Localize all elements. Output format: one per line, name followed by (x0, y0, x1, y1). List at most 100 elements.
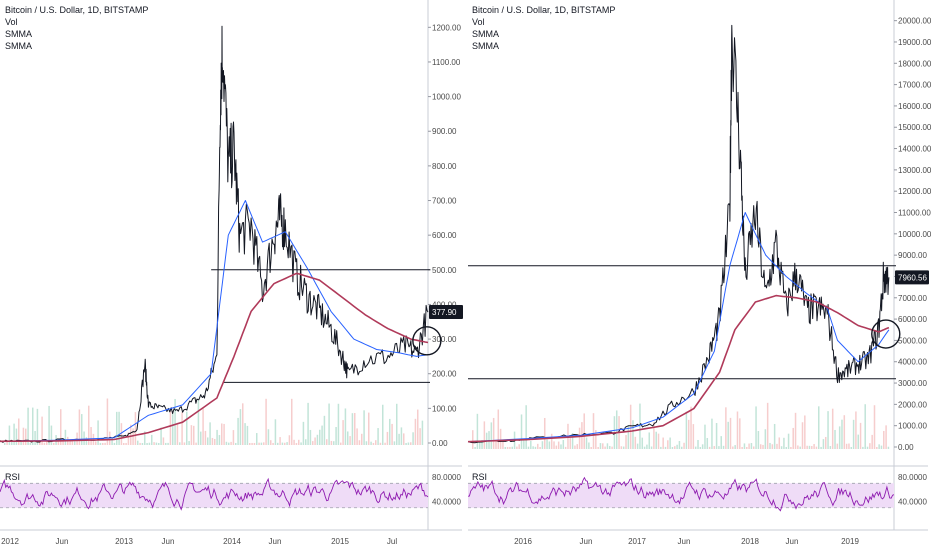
volume-bar (244, 423, 246, 445)
price-tick-label: 1200.00 (432, 23, 461, 32)
price-tick-label: 100.00 (432, 404, 457, 413)
volume-bar (211, 437, 214, 445)
volume-bar (118, 411, 120, 445)
volume-bar (363, 410, 365, 445)
volume-bar (497, 409, 500, 449)
time-tick-label: Jun (162, 537, 175, 546)
volume-bar (804, 415, 806, 449)
volume-bar (326, 439, 328, 445)
volume-bar (106, 398, 109, 445)
volume-bar (179, 442, 181, 445)
volume-bar (396, 403, 398, 445)
volume-bar (186, 411, 188, 445)
volume-bar (655, 431, 657, 449)
volume-bar (669, 437, 671, 449)
volume-bar (752, 446, 755, 449)
price-tick-label: 400.00 (432, 300, 457, 309)
time-tick-label: Jun (580, 537, 593, 546)
time-tick-label: 2014 (223, 537, 241, 546)
panel1-indicator-smma-1: SMMA (5, 29, 32, 39)
volume-bar (314, 437, 316, 445)
volume-bar (516, 446, 518, 449)
volume-bar (370, 441, 372, 445)
volume-bar (671, 446, 674, 449)
volume-bar (585, 437, 588, 449)
volume-bar (634, 436, 637, 449)
volume-bar (22, 427, 25, 445)
volume-bar (382, 404, 384, 445)
volume-bar (379, 442, 382, 445)
volume-bar (490, 422, 493, 449)
volume-bar (99, 442, 102, 445)
price-tick-label: 2000.00 (898, 400, 927, 409)
volume-bar (57, 439, 60, 445)
volume-bar (525, 405, 527, 449)
price-tick-label: 900.00 (432, 127, 457, 136)
volume-bar (822, 439, 825, 449)
volume-bar (15, 428, 18, 445)
volume-bar (134, 412, 137, 445)
volume-bar (734, 445, 736, 449)
volume-bar (759, 444, 762, 449)
price-tick-label: 1000.00 (898, 422, 927, 431)
time-tick-label: Jun (786, 537, 799, 546)
price-tick-label: 19000.00 (898, 38, 932, 47)
smma-fast-line (467, 212, 890, 443)
price-tick-label: 1000.00 (432, 93, 461, 102)
volume-bar (718, 446, 720, 449)
volume-bar (678, 441, 681, 449)
price-tick-label: 14000.00 (898, 145, 932, 154)
price-tick-label: 7000.00 (898, 294, 927, 303)
volume-bar (657, 433, 660, 449)
volume-bar (648, 432, 650, 449)
volume-bar (611, 446, 613, 449)
volume-bar (590, 447, 592, 449)
volume-bar (488, 431, 490, 449)
price-tick-label: 15000.00 (898, 123, 932, 132)
volume-bar (534, 446, 537, 449)
volume-bar (36, 408, 39, 445)
volume-bar (267, 429, 270, 445)
volume-bar (74, 441, 76, 445)
price-tick-label: 1100.00 (432, 58, 461, 67)
volume-bar (286, 442, 288, 445)
volume-bar (625, 435, 627, 449)
volume-bar (29, 442, 32, 445)
volume-bar (574, 445, 576, 449)
volume-bar (557, 441, 560, 449)
volume-bar (249, 442, 251, 445)
volume-bar (818, 406, 820, 449)
volume-bar (764, 429, 767, 449)
volume-bar (704, 424, 706, 449)
volume-bar (256, 433, 258, 445)
volume-bar (571, 433, 574, 449)
volume-bar (829, 446, 832, 449)
volume-bar (831, 408, 834, 449)
volume-bar (729, 417, 732, 449)
volume-bar (50, 425, 53, 445)
time-tick-label: 2018 (741, 537, 759, 546)
volume-bar (6, 441, 8, 445)
volume-bar (690, 406, 692, 449)
volume-bar (604, 446, 606, 449)
volume-bar (148, 442, 151, 445)
volume-bar (410, 442, 412, 445)
volume-bar (560, 444, 562, 449)
time-tick-label: 2013 (115, 537, 133, 546)
volume-bar (277, 442, 279, 445)
volume-bar (8, 425, 11, 445)
volume-bar (116, 411, 118, 445)
last-price-badge-text: 377.90 (432, 308, 457, 317)
volume-bar (279, 437, 281, 445)
volume-bar (520, 414, 523, 449)
volume-bar (85, 437, 88, 445)
volume-bar (546, 439, 548, 449)
volume-bar (209, 422, 211, 445)
volume-bar (291, 398, 293, 445)
volume-bar (509, 446, 511, 449)
volume-bar (207, 437, 209, 445)
volume-bar (694, 446, 697, 449)
volume-bar (701, 444, 704, 449)
price-tick-label: 500.00 (432, 266, 457, 275)
volume-bar (167, 442, 169, 445)
